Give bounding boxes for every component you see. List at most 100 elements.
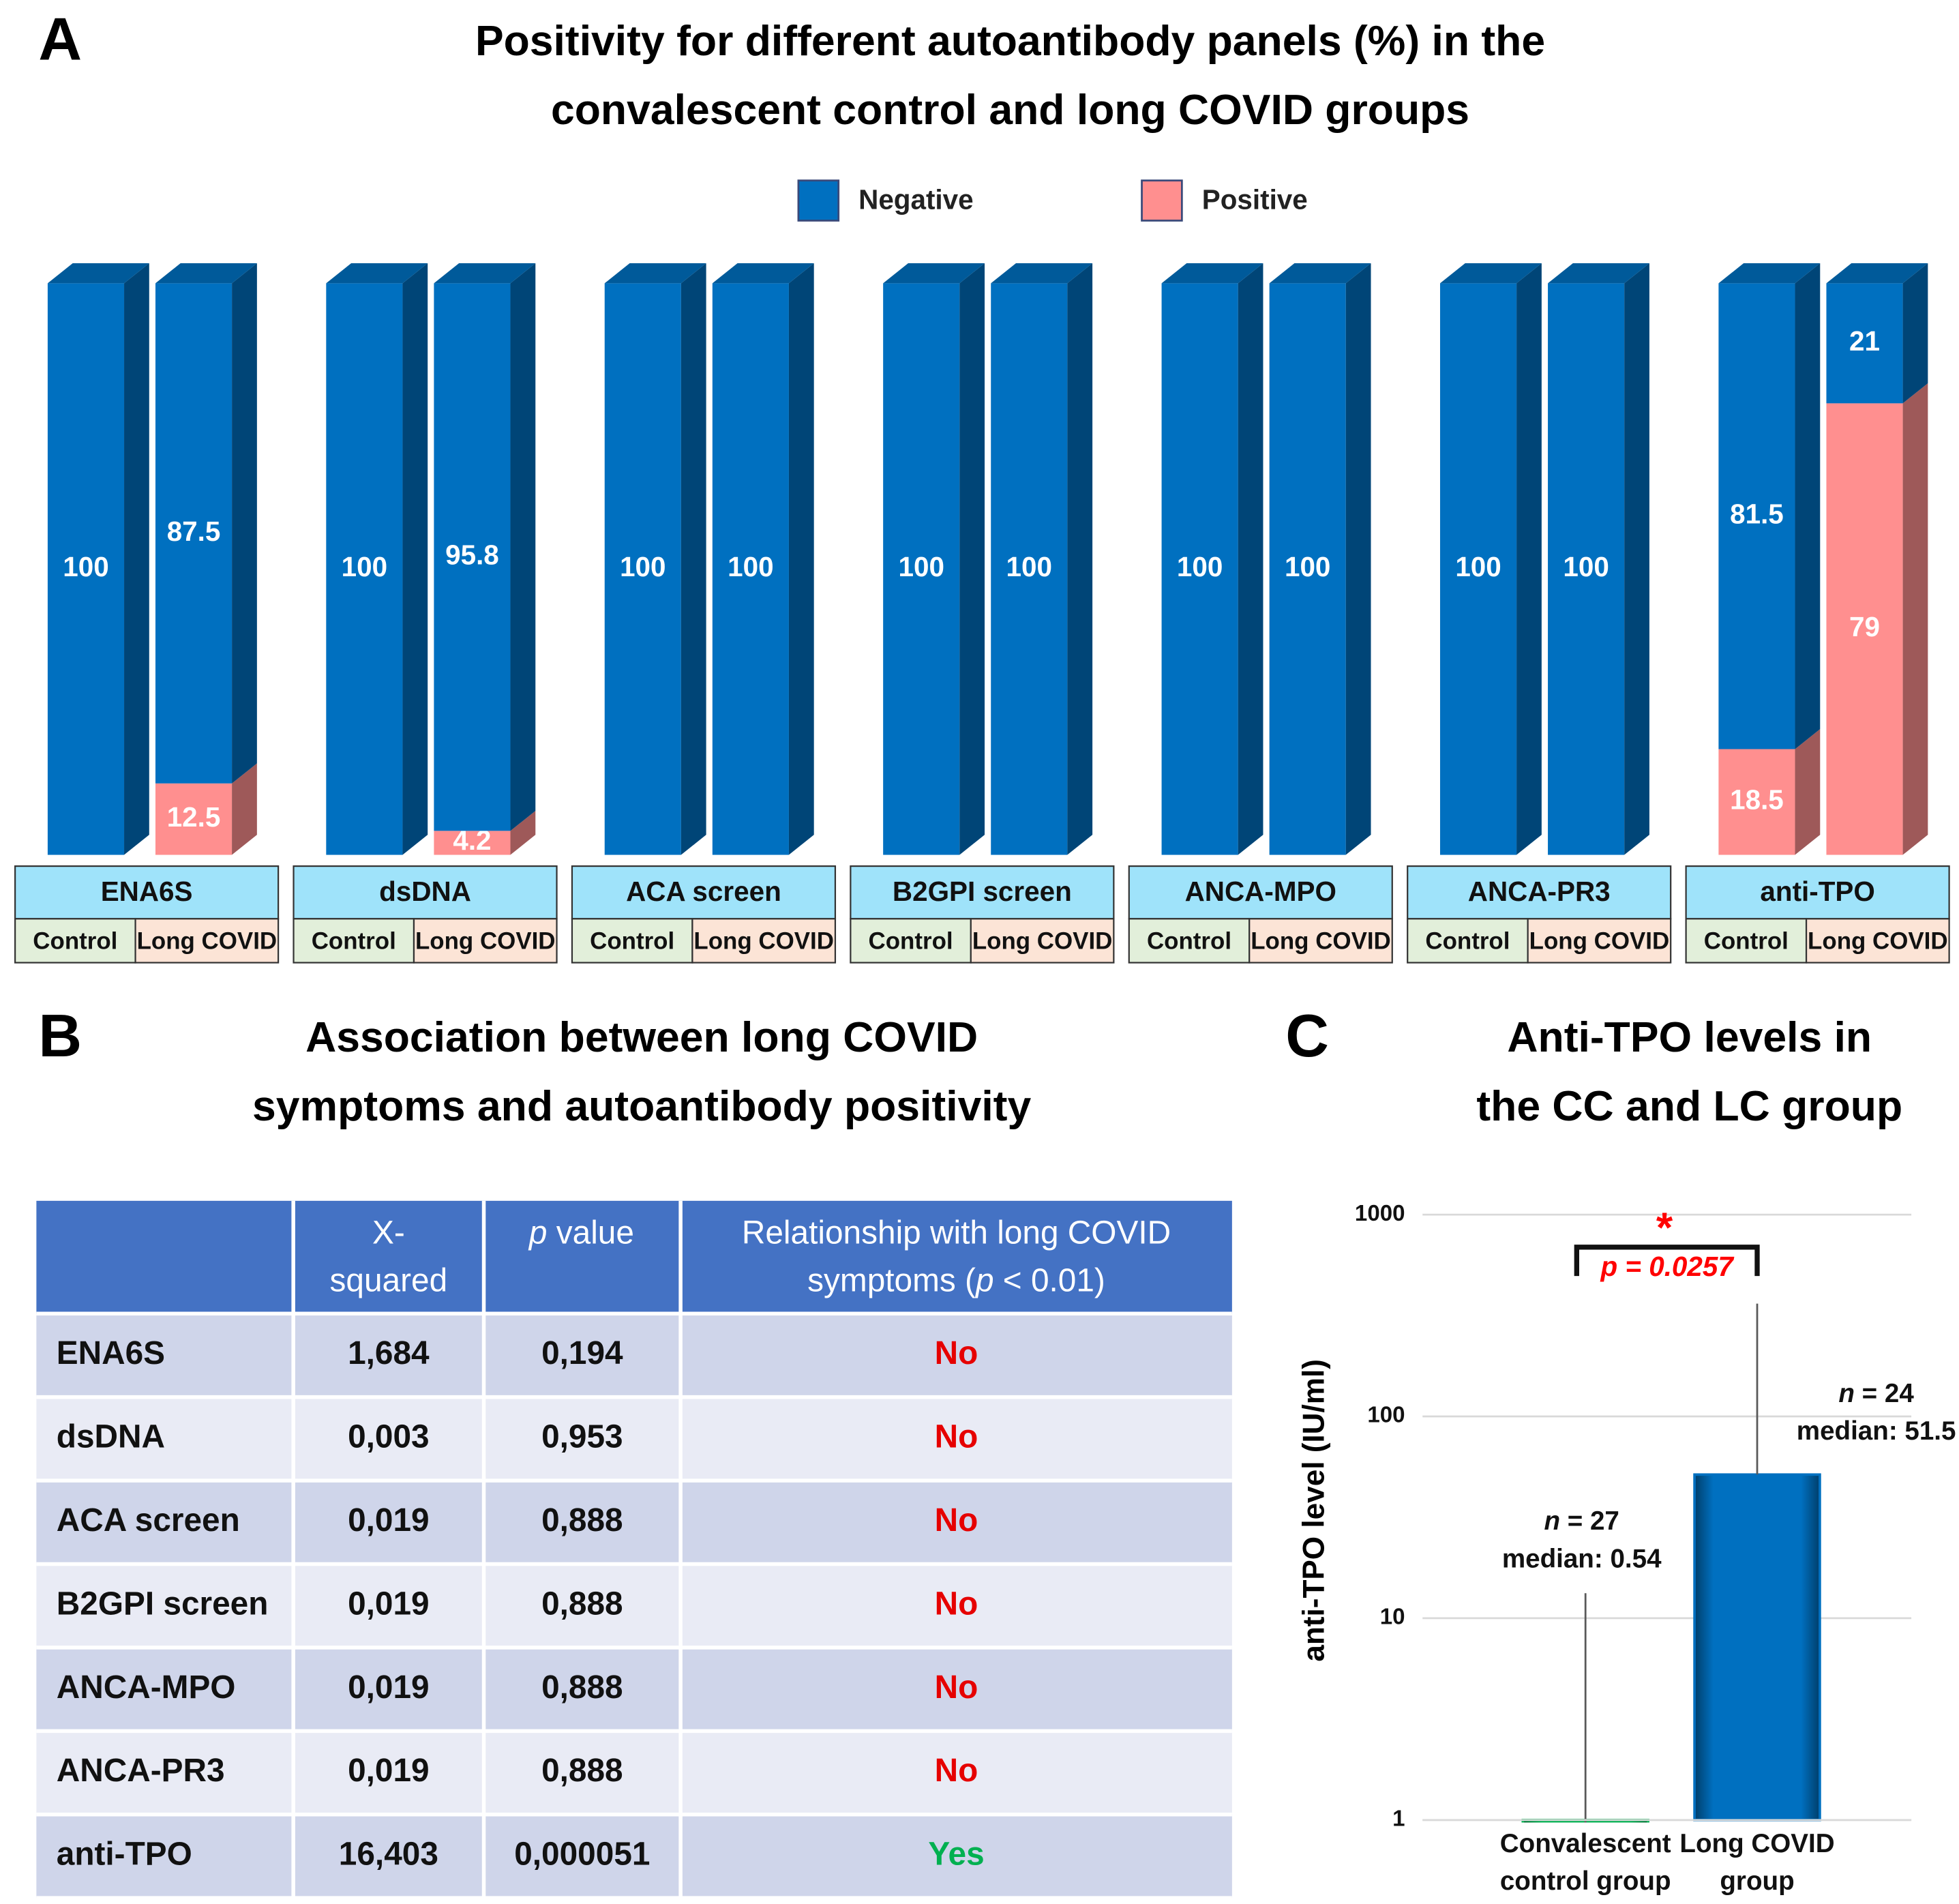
category-box xyxy=(571,865,837,920)
bar-top xyxy=(883,263,985,284)
table-row xyxy=(36,1313,1232,1397)
subcategory-box xyxy=(1248,918,1393,964)
legend-label: Negative xyxy=(858,184,974,215)
table-row xyxy=(36,1731,1232,1815)
bar-side xyxy=(788,263,814,855)
panel-letter: A xyxy=(38,5,82,73)
subcategory-label: Control xyxy=(1425,927,1510,954)
subcategory-box xyxy=(1527,918,1672,964)
data-label: 18.5 xyxy=(1730,784,1784,816)
bar-segment xyxy=(604,283,681,855)
table-cell: No xyxy=(935,1419,978,1455)
y-tick-label: 10 xyxy=(1380,1605,1405,1630)
table-row xyxy=(36,1564,1232,1648)
bar-side xyxy=(510,810,536,855)
plot-area xyxy=(1521,1303,1821,1823)
annotation: n = 27 xyxy=(1544,1506,1619,1536)
bar xyxy=(1693,1473,1821,1821)
subcategory-box xyxy=(413,918,558,964)
subcategory-label: Control xyxy=(1147,927,1231,954)
bar-side xyxy=(232,263,257,784)
bar-side xyxy=(1902,263,1928,404)
panel-letter: B xyxy=(38,1002,82,1069)
x-tick-label: Long COVID xyxy=(1679,1829,1834,1858)
significance-star: * xyxy=(1656,1204,1673,1251)
data-label: 95.8 xyxy=(445,539,499,571)
category-label: dsDNA xyxy=(379,876,471,907)
bar-top xyxy=(1439,263,1542,284)
subcategory-box xyxy=(14,918,136,964)
subcategory-label: Long COVID xyxy=(1529,927,1670,954)
y-tick-label: 1 xyxy=(1392,1806,1405,1832)
table-cell: 0,003 xyxy=(348,1419,430,1455)
table-row xyxy=(36,1481,1232,1564)
category-label: ANCA-MPO xyxy=(1185,876,1336,907)
data-label: 100 xyxy=(1285,551,1330,582)
data-label: 100 xyxy=(728,551,773,582)
bar-side xyxy=(1795,729,1821,855)
table-cell: No xyxy=(935,1669,978,1706)
data-label: 100 xyxy=(1177,551,1223,582)
category-box xyxy=(1128,865,1393,920)
table-cell: No xyxy=(935,1502,978,1538)
data-label: 87.5 xyxy=(167,516,221,547)
bar-segment xyxy=(1269,283,1346,855)
data-label: 81.5 xyxy=(1730,499,1784,530)
subcategory-box xyxy=(1805,918,1950,964)
data-label: 12.5 xyxy=(167,801,221,833)
bar-segment xyxy=(1826,283,1903,404)
bar-side xyxy=(510,263,536,831)
y-axis-label: anti-TPO level (IU/ml) xyxy=(1298,1359,1331,1662)
header-text: Relationship with long COVID xyxy=(742,1215,1171,1251)
x-tick-label: Convalescent xyxy=(1500,1829,1671,1858)
table-cell: ACA screen xyxy=(57,1502,240,1538)
chart-title: convalescent control and long COVID grou… xyxy=(551,86,1469,134)
category-label: ANCA-PR3 xyxy=(1468,876,1611,907)
x-tick-label: group xyxy=(1720,1866,1794,1896)
annotation: median: 0.54 xyxy=(1502,1545,1662,1574)
table-cell: B2GPI screen xyxy=(57,1586,269,1622)
bar-side xyxy=(1795,263,1821,749)
subcategory-box xyxy=(134,918,280,964)
bar-top xyxy=(1718,263,1821,284)
table-cell: dsDNA xyxy=(57,1419,165,1455)
subcategory-label: Long COVID xyxy=(1251,927,1391,954)
category-label: B2GPI screen xyxy=(893,876,1072,907)
y-tick-label: 1000 xyxy=(1355,1201,1405,1226)
subcategory-label: Control xyxy=(33,927,117,954)
table-cell: anti-TPO xyxy=(57,1836,192,1873)
bar-top xyxy=(1826,263,1928,284)
subcategory-box xyxy=(691,918,837,964)
legend-swatch xyxy=(1141,179,1183,222)
table-cell: 0,194 xyxy=(541,1335,623,1371)
data-label: 100 xyxy=(1455,551,1501,582)
bar-top xyxy=(604,263,706,284)
subcategory-label: Control xyxy=(1704,927,1789,954)
annotation-part: = 24 xyxy=(1855,1379,1914,1408)
bar-segment xyxy=(326,283,403,855)
bar-top xyxy=(326,263,428,284)
data-label: 79 xyxy=(1849,611,1880,642)
annotation: n = 24 xyxy=(1838,1379,1914,1408)
table-cell: 0,019 xyxy=(348,1586,430,1622)
header-text: value xyxy=(547,1215,633,1251)
table-header-cell: X- xyxy=(372,1215,405,1251)
legend-swatch xyxy=(797,179,840,222)
subcategory-label: Long COVID xyxy=(415,927,556,954)
table-cell: ANCA-MPO xyxy=(57,1669,236,1706)
table-header-cell: squared xyxy=(330,1262,448,1298)
bar-segment xyxy=(991,283,1068,855)
bar-segment xyxy=(1826,403,1903,855)
x-tick-label: control group xyxy=(1500,1866,1671,1896)
table-cell: No xyxy=(935,1586,978,1622)
header-text: symptoms ( xyxy=(807,1262,976,1298)
table-cell: 0,000051 xyxy=(514,1836,650,1873)
bar-side xyxy=(1516,263,1542,855)
data-label: 100 xyxy=(898,551,944,582)
subcategory-label: Control xyxy=(312,927,396,954)
subcategory-box xyxy=(850,918,972,964)
table-cell: 0,888 xyxy=(541,1669,623,1706)
category-box xyxy=(14,865,280,920)
data-label: 100 xyxy=(1563,551,1609,582)
